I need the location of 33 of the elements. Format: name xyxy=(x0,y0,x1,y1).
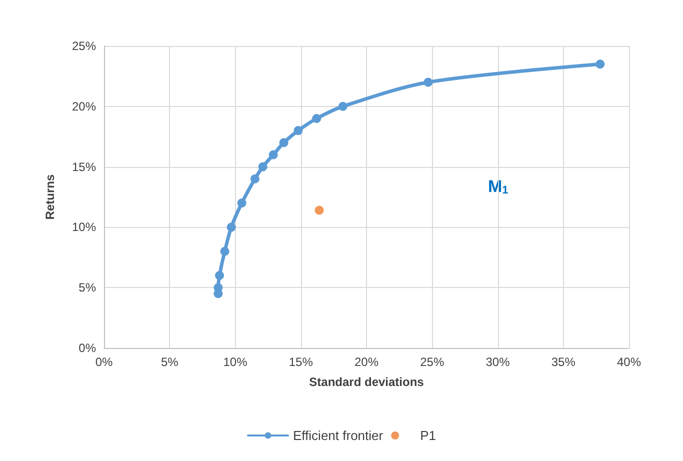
x-tick-label: 5% xyxy=(160,355,179,369)
x-axis-title: Standard deviations xyxy=(309,375,424,389)
point xyxy=(215,271,224,280)
point xyxy=(237,198,246,208)
y-tick-label: 10% xyxy=(72,220,96,234)
x-tick-label: 30% xyxy=(486,355,510,369)
y-tick-label: 25% xyxy=(72,39,96,53)
x-tick-label: 10% xyxy=(223,355,248,369)
y-tick-label: 20% xyxy=(72,99,96,114)
point xyxy=(294,126,303,136)
y-tick-label: 15% xyxy=(72,160,96,174)
x-tick-label: 20% xyxy=(354,355,379,369)
point xyxy=(268,150,278,160)
y-axis-title: Returns xyxy=(43,174,57,220)
point xyxy=(220,246,230,256)
y-tick-label: 5% xyxy=(78,280,96,295)
legend-label: P1 xyxy=(420,428,436,443)
x-tick-label: 40% xyxy=(616,355,642,369)
point xyxy=(338,102,348,111)
point xyxy=(312,114,322,123)
x-tick-label: 0% xyxy=(95,355,113,369)
point xyxy=(226,222,236,232)
point xyxy=(596,60,605,69)
point xyxy=(258,162,268,172)
x-tick-label: 25% xyxy=(420,355,444,369)
legend-label: Efficient frontier xyxy=(293,428,384,443)
point xyxy=(314,206,324,215)
x-tick-label: 15% xyxy=(288,355,314,369)
x-tick-label: 35% xyxy=(551,355,576,369)
y-tick-label: 0% xyxy=(78,341,96,355)
point xyxy=(250,174,260,184)
point xyxy=(424,78,433,87)
point xyxy=(279,138,288,148)
